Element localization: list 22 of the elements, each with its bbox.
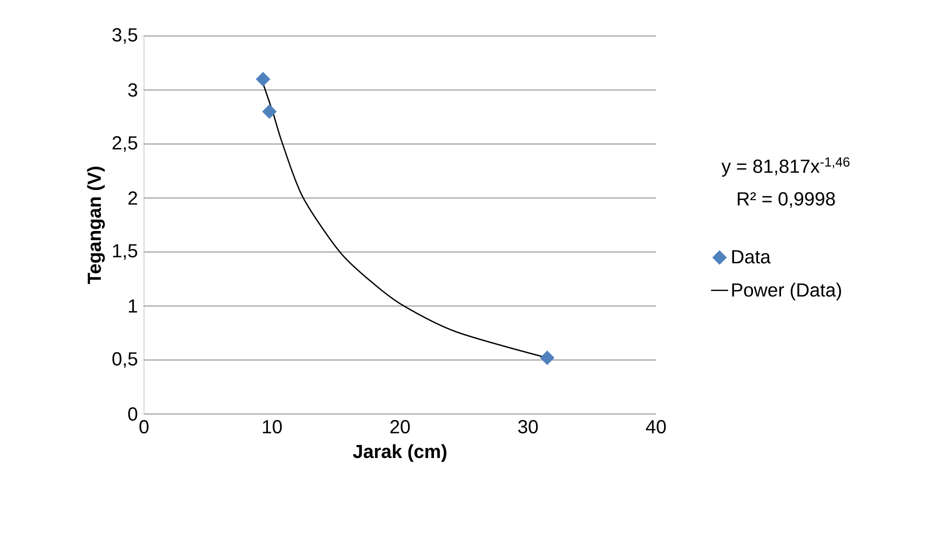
x-tick-label: 30	[518, 420, 538, 434]
y-tick-label: 0	[128, 407, 138, 421]
point	[540, 350, 554, 366]
y-tick-label: 1	[128, 299, 138, 312]
legend-label: Data	[732, 250, 771, 264]
x-tick-label: 10	[262, 420, 282, 434]
y-tick-label: 3,5	[112, 28, 138, 44]
y-tick-label: 0,5	[112, 352, 138, 368]
x-tick-label: 0	[139, 420, 149, 434]
y-tick-label: 3	[128, 83, 138, 97]
text: R² = 0,9998	[738, 192, 835, 208]
y-tick-label: 1,5	[113, 244, 138, 260]
point	[262, 104, 277, 119]
x-tick-label: 20	[390, 420, 410, 434]
legend-label: Power (Data)	[732, 282, 841, 300]
x-tick-label: 40	[646, 420, 666, 434]
y-tick-label: 2	[128, 191, 138, 205]
x-axis-title: Jarak (cm)	[352, 444, 446, 462]
text: y = 81,817x$^{-1,46}$	[722, 157, 850, 177]
y-axis-title: Tegangan (V)	[87, 166, 105, 284]
point	[256, 72, 270, 86]
y-tick-label: 2,5	[112, 136, 138, 152]
